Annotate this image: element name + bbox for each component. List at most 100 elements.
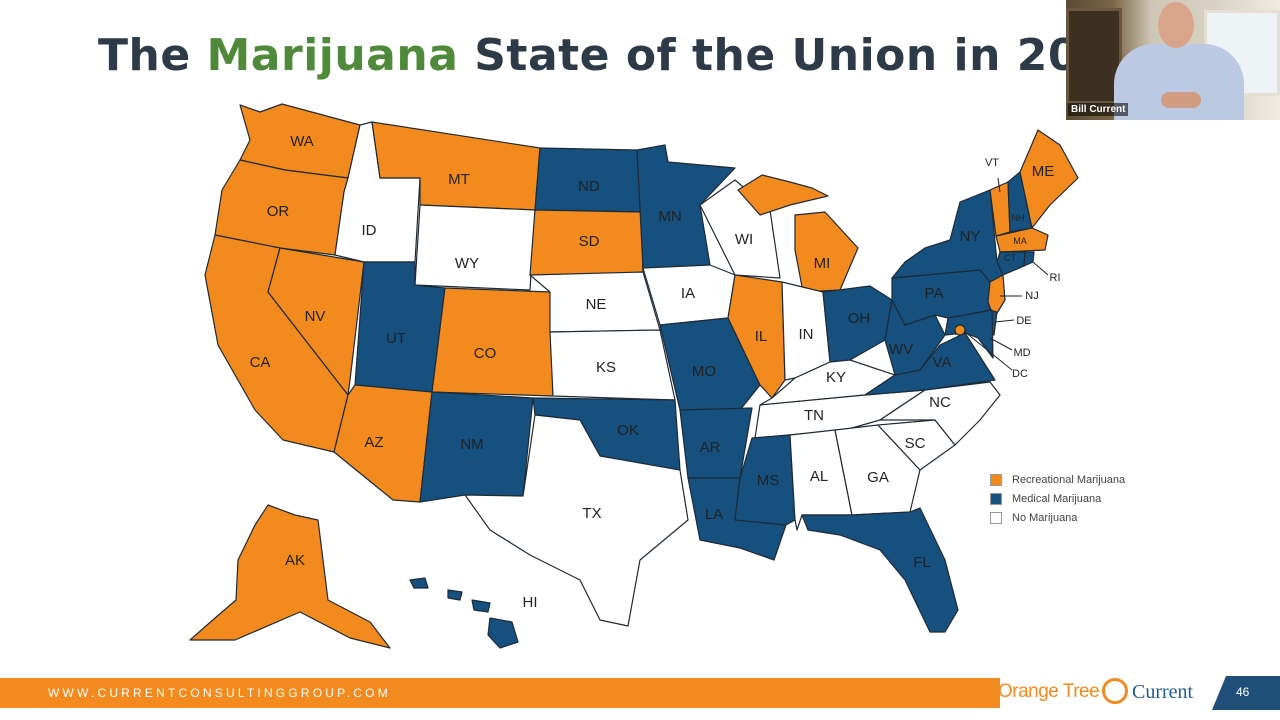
label-ny: NY: [960, 228, 981, 245]
legend-item-medical: Medical Marijuana: [990, 489, 1125, 508]
label-ga: GA: [867, 469, 889, 486]
state-ny: [891, 189, 1004, 283]
legend-label-none: No Marijuana: [1012, 511, 1078, 524]
slide-title: The Marijuana State of the Union in 2021: [98, 30, 1141, 81]
legend-swatch-none: [990, 511, 1002, 524]
orange-tree-logo-text: Orange Tree: [998, 681, 1100, 702]
state-hi-4: [409, 577, 429, 589]
label-id: ID: [362, 222, 377, 239]
state-fl: [801, 507, 959, 633]
label-mt: MT: [448, 171, 470, 188]
label-ok: OK: [617, 422, 639, 439]
legend-swatch-medical: [990, 492, 1002, 505]
label-nv: NV: [305, 308, 326, 325]
state-wy: [414, 204, 536, 291]
map-legend: Recreational Marijuana Medical Marijuana…: [990, 470, 1125, 527]
label-ks: KS: [596, 359, 616, 376]
label-wi: WI: [735, 231, 753, 248]
label-in: IN: [799, 326, 814, 343]
state-dc-marker: [954, 324, 966, 336]
title-word-marijuana: Marijuana: [206, 30, 459, 81]
label-pa: PA: [925, 285, 944, 302]
footer-website-url: WWW.CURRENTCONSULTINGGROUP.COM: [48, 686, 391, 700]
label-ia: IA: [681, 285, 695, 302]
label-nj: NJ: [1025, 290, 1038, 302]
label-nc: NC: [929, 394, 951, 411]
label-ky: KY: [826, 369, 846, 386]
legend-item-recreational: Recreational Marijuana: [990, 470, 1125, 489]
label-mi: MI: [814, 255, 831, 272]
title-word-the: The: [98, 30, 191, 81]
state-hi-1: [487, 617, 519, 649]
label-il: IL: [755, 328, 768, 345]
state-ri: [1023, 251, 1035, 267]
state-mi-upper: [737, 174, 829, 216]
state-nj: [987, 274, 1006, 319]
label-ms: MS: [757, 472, 780, 489]
label-ut: UT: [386, 330, 406, 347]
state-md: [944, 309, 994, 359]
label-ne: NE: [586, 296, 607, 313]
callout-lines: [964, 177, 1049, 371]
webcam-person-head: [1158, 2, 1194, 48]
label-ma: MA: [1013, 236, 1027, 246]
state-ma: [995, 227, 1049, 253]
footer-bar: [0, 678, 1000, 708]
label-ct: CT: [1004, 253, 1016, 263]
state-nv: [267, 247, 365, 396]
state-labels: WA OR CA NV ID MT WY UT AZ CO NM ND SD N…: [250, 133, 1061, 611]
participant-name-label: Bill Current: [1068, 103, 1129, 116]
label-wa: WA: [290, 133, 314, 150]
label-az: AZ: [364, 434, 383, 451]
state-co: [431, 287, 554, 397]
label-ca: CA: [250, 354, 271, 371]
label-mo: MO: [692, 363, 716, 380]
label-va: VA: [933, 354, 952, 371]
current-logo-text: Current: [1132, 681, 1194, 703]
state-tx: [464, 414, 689, 627]
state-ct: [996, 251, 1026, 276]
label-oh: OH: [848, 310, 871, 327]
webcam-video-tile[interactable]: Bill Current: [1066, 0, 1280, 120]
webcam-person-hands: [1161, 92, 1201, 108]
label-al: AL: [810, 468, 828, 485]
state-hi-3: [447, 589, 463, 601]
state-mi: [794, 211, 859, 293]
label-wv: WV: [889, 341, 913, 358]
label-ri: RI: [1050, 272, 1061, 284]
label-nh: NH: [1012, 213, 1025, 223]
label-dc: DC: [1012, 368, 1028, 380]
label-fl: FL: [913, 554, 931, 571]
webcam-background-door: [1066, 8, 1122, 104]
label-vt: VT: [985, 157, 999, 169]
label-nd: ND: [578, 178, 600, 195]
legend-item-none: No Marijuana: [990, 508, 1125, 527]
label-co: CO: [474, 345, 497, 362]
label-md: MD: [1013, 347, 1030, 359]
legend-swatch-recreational: [990, 473, 1002, 486]
webcam-person-body: [1114, 44, 1244, 120]
legend-label-medical: Medical Marijuana: [1012, 492, 1102, 505]
label-de: DE: [1016, 315, 1031, 327]
current-logo-icon: [1102, 678, 1128, 704]
state-mo: [659, 317, 761, 411]
label-mn: MN: [658, 208, 681, 225]
label-hi: HI: [523, 594, 538, 611]
label-la: LA: [705, 506, 723, 523]
label-wy: WY: [455, 255, 479, 272]
label-sc: SC: [905, 435, 926, 452]
states-layer: [189, 103, 1079, 649]
label-ak: AK: [285, 552, 305, 569]
label-tx: TX: [582, 505, 601, 522]
page-number: 46: [1236, 685, 1250, 699]
label-tn: TN: [804, 407, 824, 424]
title-rest: State of the Union in 2021: [474, 30, 1142, 81]
label-sd: SD: [579, 233, 600, 250]
label-ar: AR: [700, 439, 721, 456]
state-hi-2: [471, 599, 491, 613]
label-nm: NM: [460, 436, 483, 453]
legend-label-recreational: Recreational Marijuana: [1012, 473, 1126, 486]
label-or: OR: [267, 203, 290, 220]
label-me: ME: [1032, 163, 1055, 180]
